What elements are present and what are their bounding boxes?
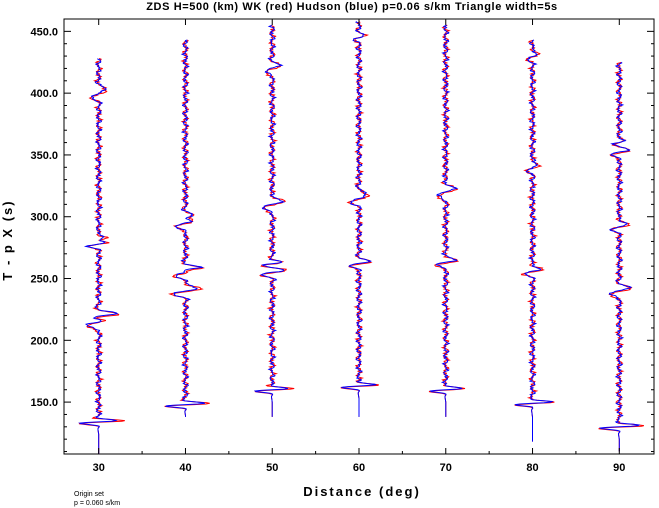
trace-hudson-50 bbox=[253, 24, 289, 417]
x-tick-label: 70 bbox=[440, 462, 452, 474]
x-tick-label: 50 bbox=[266, 462, 278, 474]
y-tick-label: 150.0 bbox=[30, 397, 58, 409]
trace-hudson-30 bbox=[78, 58, 119, 454]
y-tick-label: 350.0 bbox=[30, 150, 58, 162]
trace-wk-90 bbox=[598, 61, 645, 452]
trace-wk-40 bbox=[164, 39, 210, 417]
x-axis: 30 40 50 60 70 80 90 bbox=[93, 19, 625, 474]
y-axis: 150.0 200.0 250.0 300.0 350.0 400.0 450.0 bbox=[30, 18, 654, 453]
x-tick-label: 90 bbox=[613, 462, 625, 474]
y-axis-title: T - p X (s) bbox=[0, 199, 15, 280]
chart-title: ZDS H=500 (km) WK (red) Hudson (blue) p=… bbox=[146, 1, 558, 13]
y-tick-label: 250.0 bbox=[30, 274, 58, 286]
x-tick-label: 60 bbox=[353, 462, 365, 474]
trace-hudson-40 bbox=[165, 39, 206, 417]
y-tick-label: 300.0 bbox=[30, 212, 58, 224]
y-tick-label: 200.0 bbox=[30, 335, 58, 347]
x-tick-label: 80 bbox=[526, 462, 538, 474]
traces-group bbox=[78, 21, 645, 454]
footnote-slowness: p = 0.060 s/km bbox=[74, 500, 120, 507]
trace-hudson-80 bbox=[514, 39, 554, 442]
trace-hudson-70 bbox=[429, 24, 463, 417]
trace-hudson-90 bbox=[598, 61, 641, 452]
trace-hudson-60 bbox=[340, 21, 377, 417]
footnote-origin: Origin set bbox=[74, 491, 104, 498]
y-tick-label: 400.0 bbox=[30, 88, 58, 100]
x-tick-label: 30 bbox=[93, 462, 105, 474]
y-tick-label: 450.0 bbox=[30, 26, 58, 38]
x-axis-title: Distance (deg) bbox=[303, 484, 421, 499]
x-tick-label: 40 bbox=[179, 462, 191, 474]
trace-wk-30 bbox=[78, 58, 125, 454]
